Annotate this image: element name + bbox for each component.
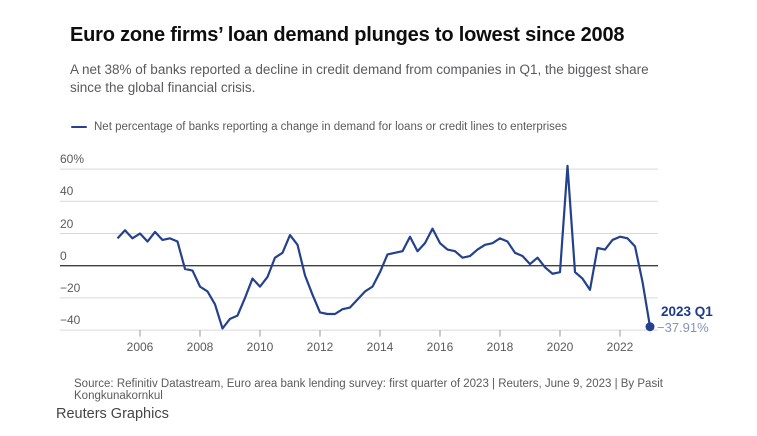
page-title: Euro zone firms’ loan demand plunges to …: [70, 24, 625, 46]
legend: Net percentage of banks reporting a chan…: [71, 121, 567, 133]
x-axis-label: 2010: [246, 340, 274, 354]
x-axis-label: 2016: [426, 340, 454, 354]
source-line: Source: Refinitiv Datastream, Euro area …: [74, 378, 663, 402]
y-axis-label: −40: [60, 313, 81, 328]
y-axis-label: 0: [60, 248, 67, 263]
endpoint-dot: [645, 322, 655, 332]
net-demand-line: [116, 164, 652, 330]
endpoint-annotation-value: −37.91%: [657, 320, 709, 335]
x-axis-label: 2020: [546, 340, 574, 354]
y-axis-label: 60%: [60, 152, 85, 167]
chart-subtitle: A net 38% of banks reported a decline in…: [70, 62, 649, 95]
x-axis-label: 2012: [306, 340, 334, 354]
y-axis-label: 40: [60, 184, 74, 199]
x-axis-label: 2008: [186, 340, 214, 354]
endpoint-annotation-label: 2023 Q1: [661, 304, 713, 319]
x-axis-label: 2022: [606, 340, 634, 354]
legend-line-swatch: [71, 125, 87, 129]
y-axis-label: −20: [60, 280, 81, 295]
legend-label: Net percentage of banks reporting a chan…: [94, 121, 568, 133]
x-axis-label: 2018: [486, 340, 514, 354]
reuters-graphics-credit: Reuters Graphics: [56, 406, 169, 422]
x-axis-label: 2006: [126, 340, 154, 354]
x-axis-label: 2014: [366, 340, 394, 354]
y-axis-label: 20: [60, 216, 74, 231]
